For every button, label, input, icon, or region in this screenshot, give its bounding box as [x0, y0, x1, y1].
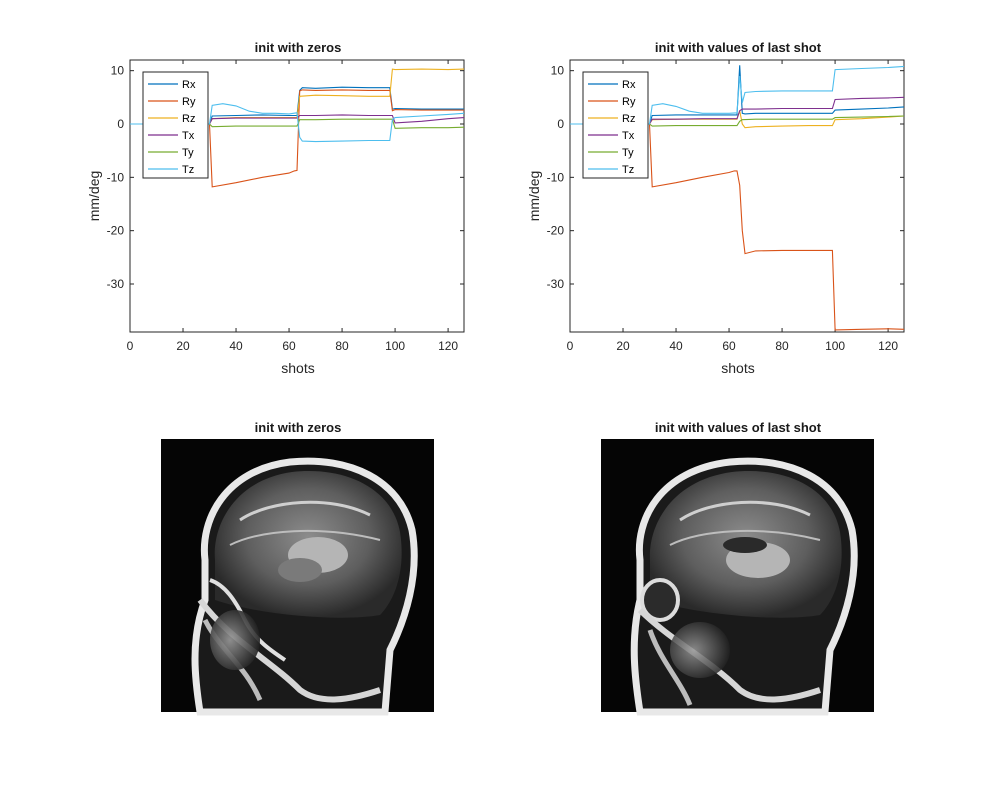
legend-label-ty: Ty [182, 147, 194, 159]
series-line-tz [570, 65, 905, 125]
chart-1-y-ticks: 10 0 -10 -20 -30 [107, 64, 464, 291]
chart-2-x-ticks: 0 20 40 60 80 100 120 [567, 60, 898, 353]
legend-label-ry: Ry [622, 96, 636, 108]
image-1-head [191, 457, 418, 716]
x-tick-label: 60 [722, 339, 736, 353]
chart-2-title: init with values of last shot [655, 40, 822, 55]
series-line-rx [130, 86, 464, 125]
legend-label-tz: Tz [182, 164, 194, 176]
series-line-ty [570, 115, 905, 127]
legend-label-rz: Rz [182, 113, 195, 125]
chart-1-title: init with zeros [255, 40, 342, 55]
chart-1-x-ticks: 0 20 40 60 80 100 120 [127, 60, 458, 353]
legend-label-rx: Rx [622, 79, 636, 91]
legend-label-rz: Rz [622, 113, 635, 125]
x-tick-label: 40 [229, 339, 243, 353]
y-tick-label: 10 [111, 64, 125, 78]
x-tick-label: 40 [669, 339, 683, 353]
x-tick-label: 80 [775, 339, 789, 353]
chart-2-y-ticks: 10 0 -10 -20 -30 [547, 64, 904, 291]
x-tick-label: 0 [567, 339, 574, 353]
mri-image-1: init with zeros [161, 420, 434, 716]
x-tick-label: 100 [385, 339, 405, 353]
series-line-tx [130, 114, 465, 125]
y-tick-label: 0 [117, 117, 124, 131]
y-tick-label: -20 [547, 224, 565, 238]
mri-image-2: init with values of last shot [601, 420, 874, 716]
image-2-title: init with values of last shot [655, 420, 822, 435]
chart-2-legend: Rx Ry Rz Tx Ty Tz [582, 71, 649, 179]
series-line-rx [570, 65, 905, 125]
series-line-ry [130, 89, 464, 188]
chart-2: init with values of last shot 100-10-20-… [526, 40, 905, 376]
y-tick-label: -10 [547, 170, 565, 184]
image-2-head [630, 457, 858, 716]
chart-2-y-axis-label: mm/deg [526, 171, 542, 222]
chart-1: init with zeros 100-10-20-30 0 20 40 60 80 10… [86, 40, 465, 376]
chart-1-series [130, 68, 465, 188]
y-tick-label: -30 [107, 277, 125, 291]
legend-box [582, 71, 649, 179]
x-tick-label: 20 [616, 339, 630, 353]
y-tick-label: 0 [557, 117, 564, 131]
y-tick-label: -10 [107, 170, 125, 184]
y-tick-label: -30 [547, 277, 565, 291]
x-tick-label: 120 [438, 339, 458, 353]
x-tick-label: 0 [127, 339, 134, 353]
x-tick-label: 20 [176, 339, 190, 353]
y-tick-label: 10 [551, 64, 565, 78]
legend-box [142, 71, 209, 179]
x-tick-label: 60 [282, 339, 296, 353]
chart-1-y-axis-label: mm/deg [86, 171, 102, 222]
series-line-ty [130, 118, 465, 129]
x-tick-label: 80 [335, 339, 349, 353]
series-line-tx [570, 96, 905, 125]
chart-1-legend: Rx Ry Rz Tx Ty Tz [142, 71, 209, 179]
legend-label-tx: Tx [182, 130, 195, 142]
legend-label-rx: Rx [182, 79, 196, 91]
series-line-ry [570, 123, 905, 331]
series-line-tz [130, 103, 465, 143]
x-tick-label: 120 [878, 339, 898, 353]
legend-label-tx: Tx [622, 130, 635, 142]
x-tick-label: 100 [825, 339, 845, 353]
y-tick-label: -20 [107, 224, 125, 238]
chart-2-x-axis-label: shots [721, 360, 754, 376]
image-1-title: init with zeros [255, 420, 342, 435]
chart-1-x-axis-label: shots [281, 360, 314, 376]
legend-label-tz: Tz [622, 164, 634, 176]
legend-label-ty: Ty [622, 147, 634, 159]
chart-2-series [570, 65, 905, 331]
legend-label-ry: Ry [182, 96, 196, 108]
